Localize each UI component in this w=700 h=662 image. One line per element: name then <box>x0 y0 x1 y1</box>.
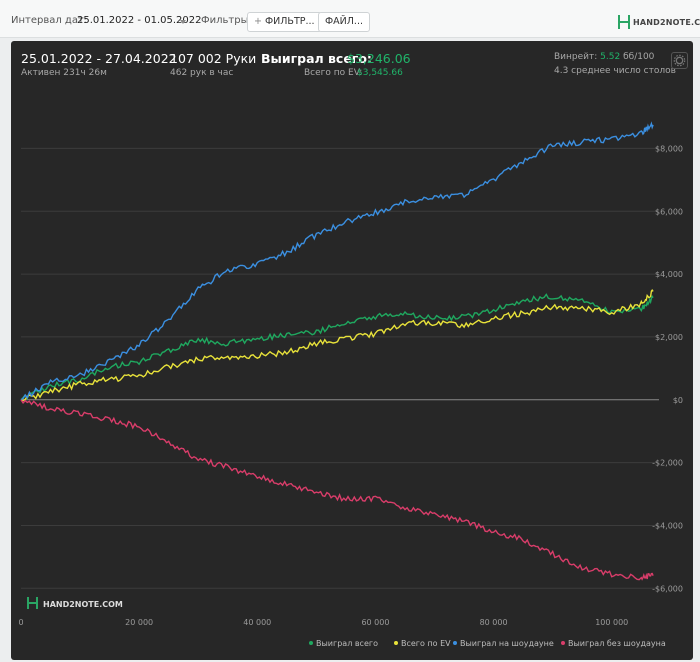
period-text: 25.01.2022 - 27.04.2022 <box>21 51 177 66</box>
legend-label: Выиграл на шоудауне <box>460 639 554 648</box>
ev-total-label: Всего по EV: <box>304 68 363 78</box>
legend-label: Выиграл всего <box>316 639 378 648</box>
plus-icon: + <box>254 16 262 27</box>
watermark-logo-icon <box>27 597 38 609</box>
legend-label: Всего по EV <box>401 639 451 648</box>
winrate-value: 5.52 <box>600 52 621 62</box>
file-button[interactable]: ФАЙЛ... <box>318 12 370 32</box>
chevron-down-icon[interactable] <box>180 20 186 24</box>
x-tick-label: 100 000 <box>595 618 628 627</box>
x-tick-label: 60 000 <box>361 618 389 627</box>
winrate-line: Винрейт: 5.52 бб/100 <box>554 52 654 62</box>
legend-marker <box>453 641 457 645</box>
y-tick-label: -$2,000 <box>652 459 683 468</box>
legend-label: Выиграл без шоудауна <box>568 639 666 648</box>
watermark: HAND2NOTE.COM <box>27 597 123 609</box>
hands-per-hour: 462 рук в час <box>170 68 234 78</box>
active-time: Активен 231ч 26м <box>21 68 107 78</box>
y-tick-label: $2,000 <box>655 333 683 342</box>
hand2note-logo-icon <box>618 15 630 29</box>
y-tick-label: $6,000 <box>655 207 683 216</box>
series-line-1 <box>20 289 654 402</box>
won-total-label: Выиграл всего: <box>261 51 372 66</box>
date-range-label: Интервал дат: <box>11 15 88 26</box>
legend-marker <box>394 641 398 645</box>
series-line-3 <box>20 399 654 581</box>
y-tick-label: $0 <box>673 396 683 405</box>
logo-text: HAND2NOTE.COM <box>633 18 700 27</box>
gear-icon <box>673 54 686 67</box>
y-tick-label: -$4,000 <box>652 521 683 530</box>
winrate-unit: бб/100 <box>623 52 655 62</box>
results-chart: 0 20 000 40 000 60 000 80 000 100 000 -$6,000… <box>18 121 683 648</box>
x-tick-label: 20 000 <box>125 618 153 627</box>
x-tick-label: 0 <box>18 618 23 627</box>
results-panel: 25.01.2022 - 27.04.2022 Активен 231ч 26м… <box>11 41 693 660</box>
y-tick-label: $8,000 <box>655 144 683 153</box>
hands-count: 107 002 Руки <box>170 51 257 66</box>
avg-tables: 4.3 среднее число столов <box>554 66 676 76</box>
series-line-0 <box>20 293 654 401</box>
legend-marker <box>309 641 313 645</box>
filter-button[interactable]: + ФИЛЬТР... <box>247 12 322 32</box>
filters-label: Фильтры: <box>201 15 252 26</box>
top-toolbar: Интервал дат: 25.01.2022 - 01.05.2022 Фи… <box>0 0 700 38</box>
filter-button-label: ФИЛЬТР... <box>265 16 315 27</box>
date-range-select[interactable]: 25.01.2022 - 01.05.2022 <box>77 15 202 26</box>
settings-button[interactable] <box>671 52 688 69</box>
legend-marker <box>561 641 565 645</box>
x-tick-label: 40 000 <box>243 618 271 627</box>
ev-total-value: $3,545.66 <box>357 68 403 78</box>
y-tick-label: -$6,000 <box>652 584 683 593</box>
y-tick-label: $4,000 <box>655 270 683 279</box>
winrate-label: Винрейт: <box>554 52 598 62</box>
file-button-label: ФАЙЛ... <box>325 16 363 27</box>
series-line-2 <box>20 121 654 401</box>
won-total-value: $3,246.06 <box>347 51 411 66</box>
watermark-text: HAND2NOTE.COM <box>43 600 123 609</box>
x-tick-label: 80 000 <box>480 618 508 627</box>
